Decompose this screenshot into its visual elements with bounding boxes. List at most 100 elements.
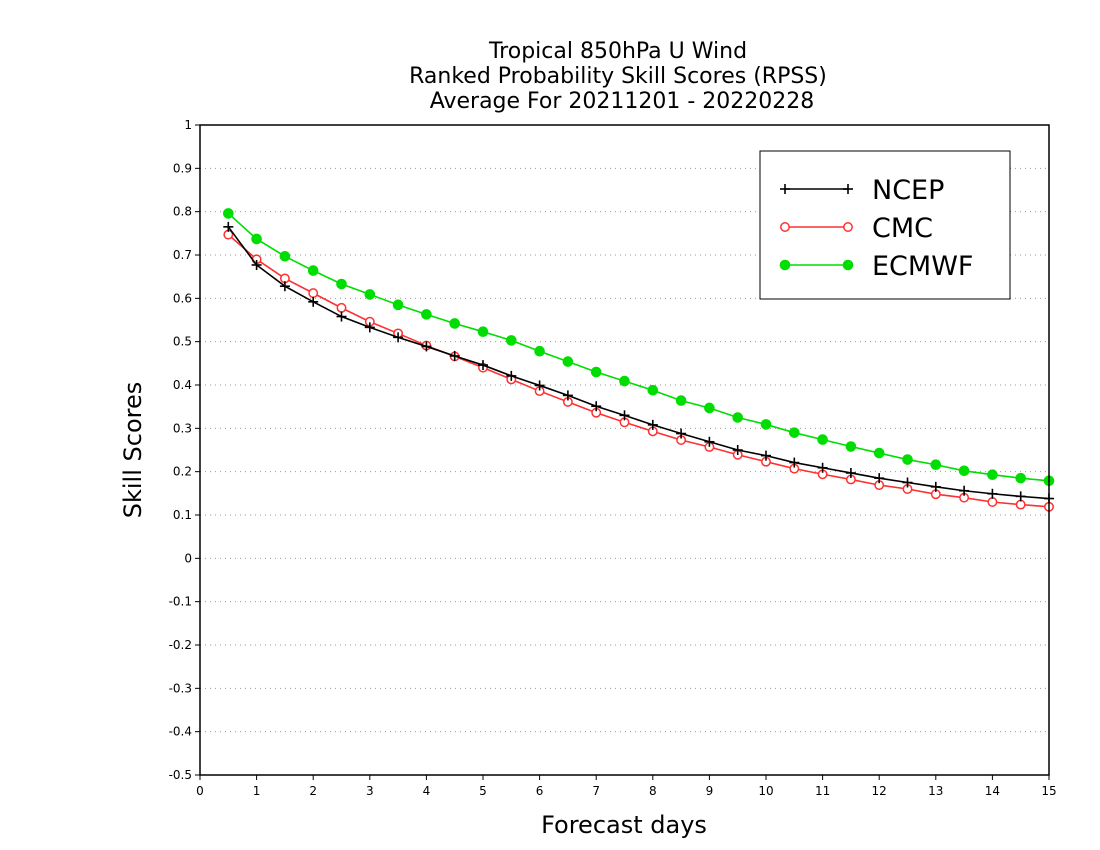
x-tick-label: 1 (253, 784, 261, 798)
data-point-ncep (364, 322, 375, 333)
data-point-ncep (308, 296, 319, 307)
y-tick-label: -0.1 (169, 595, 192, 609)
legend-marker-ncep (843, 184, 853, 194)
data-point-ncep (817, 462, 828, 473)
y-tick-label: -0.4 (169, 725, 192, 739)
data-point-ncep (987, 488, 998, 499)
data-point-ncep (959, 485, 970, 496)
y-tick-label: 0.6 (173, 291, 192, 305)
y-axis-ticks: 1 0.9 0.8 0.7 0.6 0.5 0.4 0.3 0.2 0.1 0 -0.1 -0.2 -0.… (169, 118, 200, 782)
y-tick-label: 0.7 (173, 248, 192, 262)
series-ecmwf (223, 208, 1055, 487)
y-tick-label: 0.2 (173, 465, 192, 479)
data-point-ncep (336, 311, 347, 322)
y-tick-label: 1 (184, 118, 192, 132)
data-point-ncep (761, 450, 771, 461)
y-tick-label: -0.3 (169, 681, 192, 695)
data-point-ncep (789, 457, 800, 468)
data-point-ncep (449, 350, 460, 361)
data-point-ncep (421, 341, 432, 352)
data-point-ecmwf (873, 447, 885, 459)
data-point-ncep (534, 380, 545, 391)
x-axis-ticks: 0 1 2 3 4 5 6 7 8 9 10 11 12 13 14 15 (196, 775, 1057, 798)
legend-marker-ecmwf (779, 259, 791, 271)
legend-item-ecmwf: ECMWF (779, 251, 973, 282)
data-point-ncep (732, 445, 743, 455)
data-point-ecmwf (506, 335, 517, 346)
data-point-ecmwf (251, 233, 262, 245)
title-line-3: Average For 20211201 - 20220228 (430, 89, 815, 114)
data-point-ncep (619, 410, 630, 421)
data-point-ncep (902, 477, 913, 488)
y-tick-label: 0.4 (173, 378, 192, 392)
data-point-ecmwf (223, 208, 234, 219)
x-tick-label: 6 (536, 784, 544, 798)
y-tick-label: 0.3 (173, 421, 192, 435)
data-point-ecmwf (817, 434, 828, 445)
data-point-ncep (591, 401, 602, 412)
data-point-ncep (223, 221, 234, 232)
data-point-ecmwf (732, 412, 744, 423)
data-point-ecmwf (845, 441, 857, 452)
data-point-cmc (336, 302, 347, 313)
data-point-ecmwf (930, 459, 942, 471)
x-tick-label: 0 (196, 784, 204, 798)
legend-label-cmc: CMC (872, 213, 933, 244)
legend: NCEP CMC ECMWF (759, 150, 1011, 300)
legend-marker-cmc (843, 222, 853, 232)
x-tick-label: 13 (928, 784, 943, 798)
data-point-cmc (1015, 499, 1026, 510)
chart-title: Tropical 850hPa U Wind Ranked Probabilit… (409, 39, 827, 114)
data-point-ncep (279, 281, 290, 292)
data-point-ecmwf (307, 265, 319, 276)
y-axis-label: Skill Scores (119, 382, 147, 519)
y-tick-label: 0 (184, 551, 192, 565)
data-point-ecmwf (364, 289, 376, 300)
data-point-ecmwf (279, 250, 291, 262)
data-point-ecmwf (392, 299, 404, 311)
y-tick-label: -0.2 (169, 638, 192, 652)
x-tick-label: 7 (592, 784, 600, 798)
data-point-ecmwf (1015, 472, 1027, 484)
data-point-ncep (251, 259, 262, 270)
x-tick-label: 9 (706, 784, 714, 798)
x-tick-label: 2 (309, 784, 317, 798)
x-tick-label: 10 (758, 784, 773, 798)
data-point-ecmwf (647, 384, 659, 396)
data-point-ecmwf (590, 366, 602, 378)
data-point-ncep (930, 481, 941, 492)
data-point-ecmwf (789, 427, 800, 438)
legend-box (759, 150, 1011, 300)
data-point-ecmwf (902, 454, 913, 465)
data-point-ncep (506, 370, 517, 381)
data-point-ncep (562, 390, 573, 401)
data-point-ncep (1015, 491, 1026, 502)
y-tick-label: 0.1 (173, 508, 192, 522)
data-point-cmc (308, 288, 319, 299)
data-point-ecmwf (477, 326, 489, 338)
data-point-ncep (704, 436, 715, 447)
x-tick-label: 8 (649, 784, 657, 798)
x-tick-label: 15 (1041, 784, 1056, 798)
x-tick-label: 11 (815, 784, 830, 798)
data-point-ecmwf (958, 465, 970, 477)
data-point-ecmwf (449, 318, 461, 329)
y-tick-label: 0.8 (173, 205, 192, 219)
series-layer (223, 208, 1055, 512)
data-point-ncep (478, 360, 488, 371)
legend-label-ecmwf: ECMWF (872, 251, 973, 282)
legend-label-ncep: NCEP (872, 175, 944, 206)
plot-frame (199, 124, 1050, 776)
data-point-ecmwf (534, 345, 545, 357)
data-point-cmc (987, 497, 998, 507)
legend-marker-ncep (780, 184, 790, 194)
data-point-ecmwf (421, 309, 432, 320)
x-tick-label: 3 (366, 784, 374, 798)
legend-item-cmc: CMC (780, 213, 933, 244)
data-point-ecmwf (336, 278, 347, 290)
legend-marker-ecmwf (842, 259, 854, 271)
data-point-ecmwf (562, 356, 574, 367)
data-point-ecmwf (619, 375, 630, 387)
y-tick-label: 0.5 (173, 335, 192, 349)
